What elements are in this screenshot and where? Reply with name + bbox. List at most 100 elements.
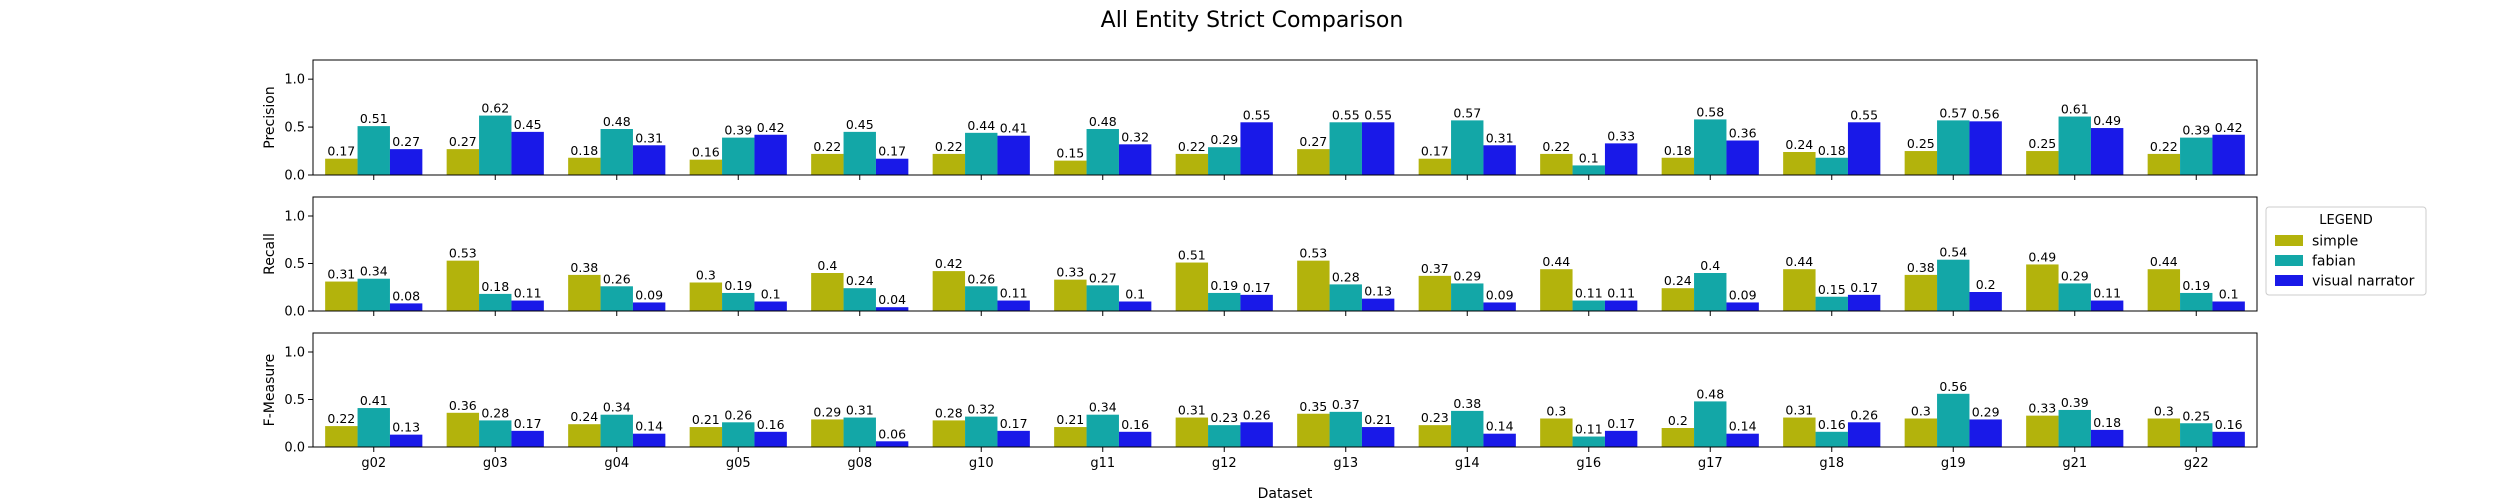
bar [1297, 149, 1330, 175]
data-label: 0.22 [935, 139, 963, 154]
bar [1726, 302, 1759, 311]
data-label: 0.48 [1696, 386, 1724, 401]
data-label: 0.38 [1907, 260, 1935, 275]
data-label: 0.19 [1210, 278, 1238, 293]
bar [1418, 425, 1452, 447]
data-label: 0.17 [1243, 280, 1271, 295]
bar [2147, 418, 2181, 447]
data-label: 0.17 [1850, 280, 1878, 295]
data-label: 0.31 [1178, 403, 1206, 418]
bar [357, 408, 390, 447]
bar [1726, 140, 1759, 175]
x-tick-label: g18 [1819, 456, 1844, 471]
x-axis-label: Dataset [1258, 486, 1313, 500]
bar [2147, 153, 2181, 175]
bar [1329, 122, 1362, 175]
bar [1815, 296, 1848, 311]
y-tick-label: 0.5 [284, 121, 305, 136]
data-label: 0.11 [514, 286, 542, 301]
bar [2026, 264, 2059, 311]
data-label: 0.54 [1939, 245, 1967, 260]
bar [446, 260, 480, 311]
y-tick-label: 0.5 [284, 257, 305, 272]
x-tick-label: g12 [1212, 456, 1237, 471]
y-tick-label: 0.0 [284, 305, 305, 320]
bar [1418, 275, 1452, 311]
data-label: 0.21 [1056, 412, 1084, 427]
bar [997, 300, 1030, 311]
legend-swatch [2275, 235, 2303, 246]
data-label: 0.48 [1089, 114, 1117, 129]
data-label: 0.28 [935, 405, 963, 420]
y-tick-label: 1.0 [284, 210, 305, 225]
bar [1815, 431, 1848, 447]
data-label: 0.62 [481, 101, 509, 116]
bar [632, 145, 666, 175]
bar [1904, 274, 1938, 311]
x-tick-label: g11 [1090, 456, 1115, 471]
data-label: 0.11 [1000, 286, 1028, 301]
data-label: 0.45 [846, 117, 874, 132]
bar [1661, 157, 1695, 175]
data-label: 0.22 [1542, 139, 1570, 154]
data-label: 0.31 [327, 267, 355, 282]
data-label: 0.26 [967, 271, 995, 286]
data-label: 0.55 [1332, 107, 1360, 122]
bar [843, 288, 876, 311]
bar [511, 131, 544, 175]
legend-frame [2265, 206, 2427, 296]
x-tick-label: g17 [1698, 456, 1723, 471]
data-label: 0.34 [360, 264, 388, 279]
data-label: 0.42 [935, 256, 963, 271]
bar [1054, 427, 1087, 447]
bar [1240, 122, 1273, 175]
bar [1240, 294, 1273, 311]
bar [1937, 120, 1970, 175]
data-label: 0.42 [2215, 120, 2243, 135]
bar [722, 137, 755, 175]
bar [2212, 134, 2245, 175]
bar [2147, 269, 2181, 311]
legend-swatch [2275, 255, 2303, 266]
bar [479, 115, 512, 175]
data-label: 0.17 [1421, 144, 1449, 159]
bar [2090, 429, 2124, 447]
x-tick-label: g21 [2062, 456, 2087, 471]
data-label: 0.11 [2093, 286, 2121, 301]
data-label: 0.27 [1089, 270, 1117, 285]
bar [811, 273, 844, 311]
data-label: 0.1 [1125, 287, 1145, 302]
data-label: 0.17 [1000, 416, 1028, 431]
bar [446, 149, 480, 175]
data-label: 0.21 [1364, 412, 1392, 427]
bar [1329, 411, 1362, 447]
bar [511, 430, 544, 447]
bar [1086, 414, 1119, 447]
data-label: 0.38 [570, 260, 598, 275]
bar [357, 278, 390, 311]
data-label: 0.1 [1579, 150, 1599, 165]
data-label: 0.09 [1486, 287, 1514, 302]
data-label: 0.42 [757, 120, 785, 135]
bar [932, 271, 966, 311]
x-tick-label: g05 [726, 456, 751, 471]
data-label: 0.41 [1000, 121, 1028, 136]
data-label: 0.18 [1818, 143, 1846, 158]
bar [2180, 423, 2213, 447]
y-tick-label: 0.0 [284, 441, 305, 456]
bar [1086, 285, 1119, 311]
data-label: 0.37 [1332, 397, 1360, 412]
data-label: 0.3 [1546, 404, 1566, 419]
bar [2090, 300, 2124, 311]
y-tick-label: 0.5 [284, 393, 305, 408]
bar [1847, 422, 1881, 447]
data-label: 0.2 [1668, 413, 1688, 428]
legend-title: LEGEND [2319, 213, 2372, 228]
data-label: 0.29 [1972, 404, 2000, 419]
data-label: 0.37 [1421, 261, 1449, 276]
data-label: 0.33 [2028, 401, 2056, 416]
data-label: 0.31 [1785, 403, 1813, 418]
data-label: 0.34 [603, 400, 631, 415]
data-label: 0.08 [392, 288, 420, 303]
